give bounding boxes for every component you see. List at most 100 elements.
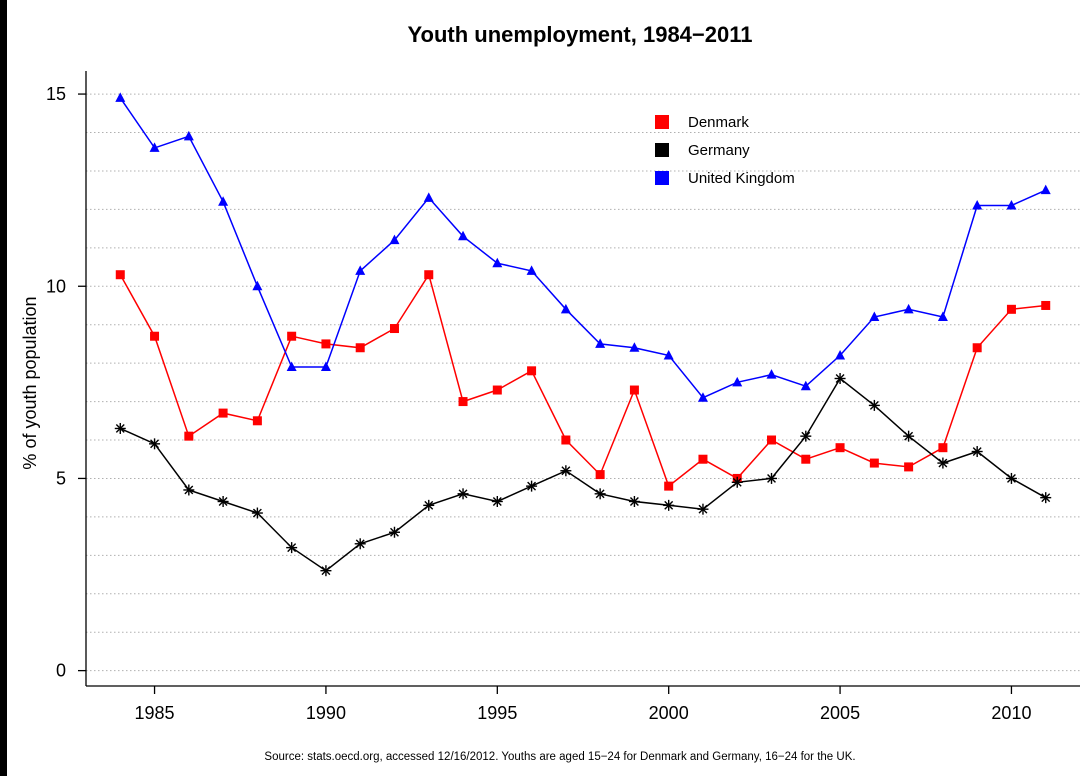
star-stroke: [492, 497, 502, 506]
star-stroke: [355, 539, 365, 549]
data-point-triangle: [629, 342, 640, 352]
data-point-triangle: [526, 265, 537, 275]
data-point-square: [355, 343, 365, 353]
data-point-star: [320, 565, 332, 577]
y-axis-label: % of youth population: [20, 296, 40, 469]
star-stroke: [732, 477, 742, 487]
source-note: Source: stats.oecd.org, accessed 12/16/2…: [264, 751, 855, 763]
data-point-triangle: [286, 361, 297, 371]
data-point-triangle: [492, 257, 503, 268]
y-tick-label: 5: [56, 468, 66, 488]
data-point-star: [560, 465, 572, 477]
x-tick-label: 1985: [135, 703, 175, 723]
star-stroke: [1041, 493, 1051, 503]
data-point-star: [628, 496, 640, 507]
data-point-triangle: [972, 200, 983, 210]
data-point-square: [938, 443, 948, 453]
star-stroke: [767, 473, 776, 483]
star-stroke: [698, 504, 708, 514]
data-point-triangle: [766, 369, 777, 379]
star-stroke: [904, 431, 914, 441]
series-line-germany: [119, 377, 1047, 572]
star-stroke: [527, 481, 537, 491]
star-stroke: [150, 439, 160, 449]
data-point-triangle: [115, 92, 126, 102]
star-stroke: [287, 543, 297, 553]
data-point-triangle: [423, 192, 434, 202]
star-stroke: [595, 489, 605, 499]
data-point-star: [114, 422, 126, 434]
data-point-star: [971, 446, 983, 458]
data-point-triangle: [1040, 184, 1051, 195]
star-stroke: [321, 566, 331, 576]
legend: Denmark Germany United Kingdom: [655, 114, 795, 187]
data-point-square: [801, 454, 811, 464]
data-point-square: [835, 443, 845, 453]
star-stroke: [184, 485, 194, 495]
data-point-square: [904, 462, 914, 472]
star-stroke: [972, 447, 982, 456]
data-point-square: [767, 435, 777, 445]
data-point-triangle: [458, 230, 469, 241]
data-point-square: [492, 385, 502, 395]
x-tick-label: 2000: [649, 703, 689, 723]
star-stroke: [801, 431, 811, 441]
series-markers: [114, 92, 1052, 577]
data-point-star: [731, 476, 743, 488]
data-point-star: [868, 399, 880, 411]
data-point-square: [1041, 300, 1051, 310]
star-stroke: [869, 400, 879, 410]
data-point-triangle: [149, 142, 160, 152]
data-point-square: [115, 270, 125, 280]
star-stroke: [561, 466, 571, 476]
y-tick-label: 0: [56, 661, 66, 681]
data-point-triangle: [732, 376, 743, 387]
star-stroke: [252, 508, 262, 518]
data-point-star: [937, 457, 949, 469]
legend-label-denmark: Denmark: [688, 114, 749, 131]
series-line-denmark: [119, 272, 1046, 488]
data-point-star: [354, 538, 366, 550]
data-point-triangle: [835, 349, 846, 360]
data-point-triangle: [218, 196, 229, 206]
data-point-star: [286, 542, 298, 554]
data-point-square: [389, 324, 399, 334]
data-point-star: [800, 430, 812, 442]
data-point-square: [287, 331, 297, 341]
series-lines: [119, 97, 1047, 572]
data-point-square: [458, 397, 468, 407]
left-edge-bar: [0, 0, 7, 776]
data-point-star: [834, 373, 846, 384]
star-stroke: [390, 527, 399, 537]
data-point-square: [184, 431, 194, 441]
data-point-star: [766, 472, 778, 484]
x-tick-label: 2010: [991, 703, 1031, 723]
data-point-star: [1005, 472, 1017, 484]
legend-label-united-kingdom: United Kingdom: [688, 170, 795, 187]
data-point-square: [664, 481, 674, 491]
data-point-star: [388, 526, 400, 538]
data-point-triangle: [1006, 200, 1017, 210]
data-point-triangle: [663, 349, 674, 360]
x-tick-label: 1990: [306, 703, 346, 723]
legend-swatch-denmark: [655, 115, 669, 129]
legend-swatch-germany: [655, 143, 669, 157]
data-point-square: [972, 343, 982, 353]
legend-swatch-united-kingdom: [655, 171, 669, 185]
data-point-star: [1040, 492, 1052, 504]
data-point-triangle: [320, 361, 331, 371]
data-point-star: [423, 499, 435, 511]
data-point-triangle: [595, 338, 606, 348]
data-point-star: [697, 503, 709, 515]
data-point-star: [251, 507, 263, 519]
star-stroke: [115, 424, 125, 433]
data-point-triangle: [937, 311, 948, 321]
y-tick-label: 10: [46, 276, 66, 296]
data-point-square: [698, 454, 708, 464]
data-point-square: [1006, 304, 1016, 314]
data-point-square: [869, 458, 879, 468]
data-point-star: [491, 496, 503, 507]
data-point-square: [252, 416, 262, 426]
star-stroke: [629, 497, 639, 506]
y-tick-label: 15: [46, 84, 66, 104]
